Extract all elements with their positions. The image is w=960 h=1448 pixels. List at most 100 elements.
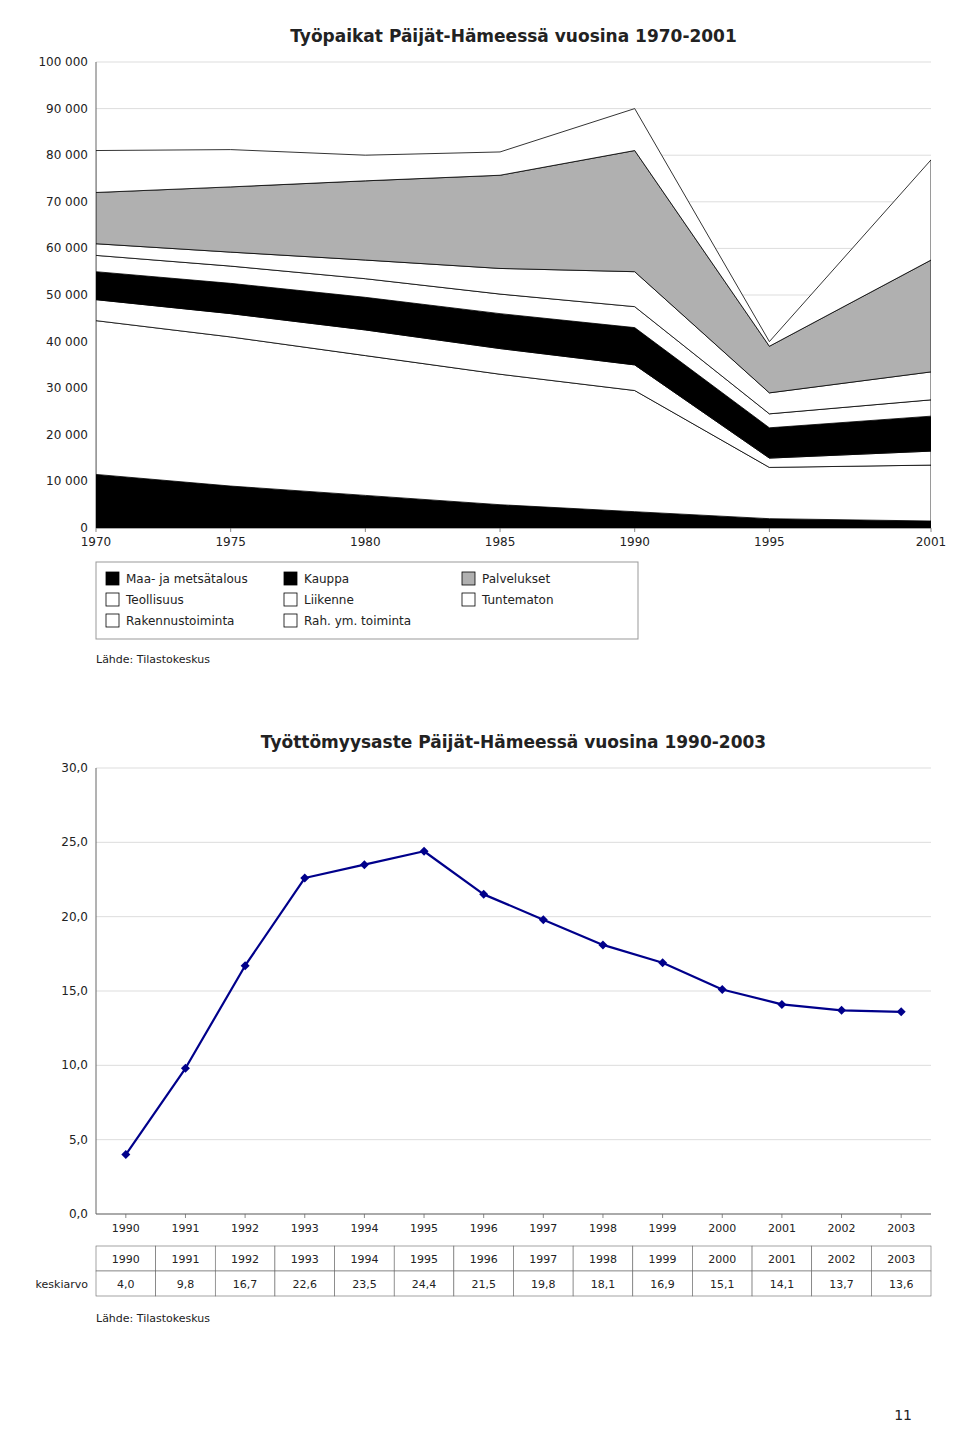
y-tick-label: 60 000 [46,241,88,255]
table-header-cell [514,1246,574,1271]
x-tick-label: 2000 [708,1222,736,1235]
x-tick [483,1214,484,1218]
table-header-cell [871,1246,931,1271]
area-series [96,109,931,347]
table-cell [215,1271,275,1296]
x-tick-label: 1995 [410,1222,438,1235]
table-cell [335,1271,395,1296]
marker [360,860,369,869]
legend-swatch [284,572,297,585]
table-cell [692,1271,752,1296]
marker [777,1000,786,1009]
x-tick-label: 1999 [649,1222,677,1235]
line-series [126,851,901,1154]
grid-line [96,991,931,992]
grid-line [96,1065,931,1066]
marker [121,1150,130,1159]
table-header-cell [275,1246,335,1271]
x-tick-label: 1975 [215,535,246,549]
legend-swatch [106,614,119,627]
legend-label: Maa- ja metsätalous [126,572,248,586]
marker [658,958,667,967]
y-tick-label: 20 000 [46,428,88,442]
table-row-label: keskiarvo [36,1278,89,1291]
table-header-cell [752,1246,812,1271]
marker [598,940,607,949]
table-value: 18,1 [591,1278,616,1291]
x-tick-label: 2003 [887,1222,915,1235]
table-cell [871,1271,931,1296]
line-chart: 0,05,010,015,020,025,030,019901991199219… [36,732,931,1325]
table-header-cell [335,1246,395,1271]
x-tick [931,528,932,532]
table-header: 2002 [828,1253,856,1266]
legend-swatch [284,593,297,606]
legend-label: Rakennustoiminta [126,614,234,628]
table-header: 1993 [291,1253,319,1266]
marker [181,1064,190,1073]
page-number: 11 [894,1407,912,1423]
table-header: 1992 [231,1253,259,1266]
x-tick-label: 1994 [350,1222,378,1235]
y-axis [96,768,97,1214]
x-tick [602,1214,603,1218]
chart-title: Työttömyysaste Päijät-Hämeessä vuosina 1… [261,732,766,752]
grid-line [96,62,931,63]
marker [897,1007,906,1016]
legend-label: Teollisuus [125,593,184,607]
x-axis [96,1214,931,1215]
table-header: 2000 [708,1253,736,1266]
table-header-cell [692,1246,752,1271]
table-value: 9,8 [177,1278,195,1291]
y-tick-label: 40 000 [46,335,88,349]
data-table: 19904,019919,8199216,7199322,6199423,519… [36,1246,931,1296]
y-tick-label: 5,0 [69,1133,88,1147]
legend-label: Tuntematon [481,593,554,607]
marker [241,961,250,970]
table-value: 21,5 [471,1278,496,1291]
x-tick-label: 1992 [231,1222,259,1235]
x-tick-label: 1997 [529,1222,557,1235]
grid-line [96,1214,931,1215]
table-value: 15,1 [710,1278,735,1291]
legend-label: Liikenne [304,593,354,607]
plot-area [121,847,905,1159]
table-value: 13,6 [889,1278,914,1291]
legend-swatch [106,593,119,606]
table-cell [275,1271,335,1296]
marker [539,915,548,924]
y-tick-label: 15,0 [61,984,88,998]
y-tick-label: 80 000 [46,148,88,162]
y-tick-label: 100 000 [38,55,88,69]
x-tick-label: 1993 [291,1222,319,1235]
y-tick-label: 20,0 [61,910,88,924]
table-value: 23,5 [352,1278,377,1291]
x-tick-label: 1998 [589,1222,617,1235]
grid-line [96,842,931,843]
x-tick [365,528,366,532]
table-header: 1997 [529,1253,557,1266]
y-tick-label: 90 000 [46,102,88,116]
x-tick [125,1214,126,1218]
marker [420,847,429,856]
table-value: 16,9 [650,1278,675,1291]
x-tick [96,528,97,532]
x-tick [722,1214,723,1218]
table-header: 1999 [649,1253,677,1266]
x-tick [500,528,501,532]
table-value: 22,6 [293,1278,318,1291]
x-tick [543,1214,544,1218]
table-header: 1998 [589,1253,617,1266]
y-tick-label: 30 000 [46,381,88,395]
table-cell [394,1271,454,1296]
x-tick [245,1214,246,1218]
table-header-cell [394,1246,454,1271]
y-tick-label: 0 [80,521,88,535]
marker [718,985,727,994]
grid-line [96,768,931,769]
table-value: 14,1 [770,1278,795,1291]
plot-area [96,109,931,528]
source-note: Lähde: Tilastokeskus [96,653,210,666]
y-tick-label: 10,0 [61,1058,88,1072]
legend-frame [96,562,638,639]
